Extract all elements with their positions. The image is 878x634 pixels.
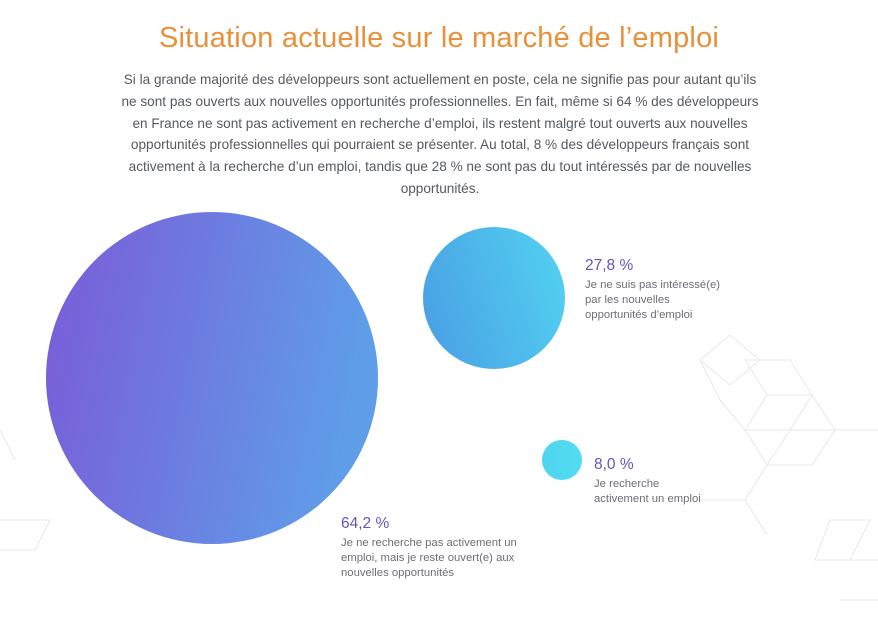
bubble-not-interested bbox=[423, 227, 565, 369]
description-label: Je recherche activement un emploi bbox=[594, 478, 701, 506]
intro-paragraph: Si la grande majorité des développeurs s… bbox=[121, 72, 759, 196]
bubble-actively-searching bbox=[542, 440, 582, 480]
description-label: Je ne suis pas intéressé(e) par les nouv… bbox=[585, 279, 720, 322]
bubble-not-actively-searching bbox=[46, 212, 378, 544]
percent-label: 8,0 % bbox=[594, 456, 634, 473]
page-title: Situation actuelle sur le marché de l’em… bbox=[158, 22, 720, 54]
bubble-label-actively-searching: 8,0 % Je recherche activement un emploi bbox=[594, 455, 724, 507]
percent-label: 27,8 % bbox=[585, 257, 634, 274]
description-label: Je ne recherche pas activement un emploi… bbox=[341, 537, 517, 580]
bubble-label-not-actively-searching: 64,2 % Je ne recherche pas activement un… bbox=[341, 514, 541, 582]
bubble-label-not-interested: 27,8 % Je ne suis pas intéressé(e) par l… bbox=[585, 256, 765, 324]
percent-label: 64,2 % bbox=[341, 515, 390, 532]
